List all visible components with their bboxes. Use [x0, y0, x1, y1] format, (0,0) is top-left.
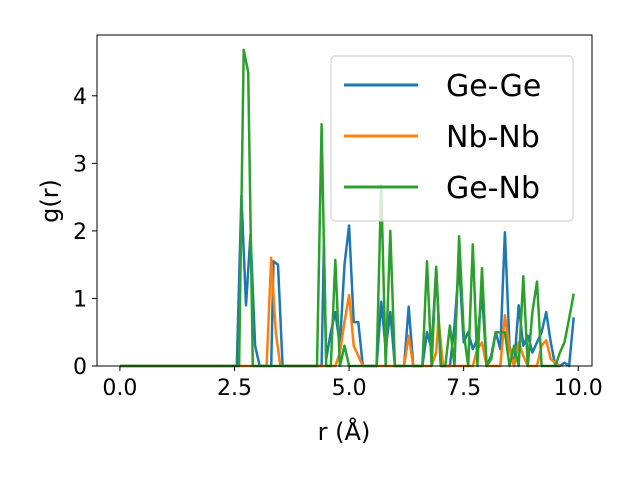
legend-box [330, 55, 574, 222]
y-tick-label: 1 [73, 287, 87, 312]
legend-label-nb-nb: Nb-Nb [446, 120, 540, 155]
x-tick-label: 7.5 [446, 376, 481, 401]
y-tick-label: 2 [73, 220, 87, 245]
x-axis-label: r (Å) [318, 417, 371, 446]
axes-frame [96, 34, 593, 367]
x-axis: 0.0 2.5 5.0 7.5 10.0 [102, 366, 603, 401]
legend-label-ge-ge: Ge-Ge [446, 69, 541, 104]
y-tick-label: 3 [73, 152, 87, 177]
legend-label-ge-nb: Ge-Nb [446, 171, 540, 206]
y-tick-label: 4 [73, 85, 87, 110]
x-tick-label: 10.0 [554, 376, 603, 401]
y-axis-label: g(r) [36, 179, 64, 223]
y-tick-label: 0 [73, 355, 87, 380]
y-axis: 0 1 2 3 4 [73, 85, 97, 380]
x-tick-label: 2.5 [217, 376, 252, 401]
x-tick-label: 0.0 [102, 376, 137, 401]
legend: Ge-Ge Nb-Nb Ge-Nb [330, 55, 574, 222]
x-tick-label: 5.0 [332, 376, 367, 401]
